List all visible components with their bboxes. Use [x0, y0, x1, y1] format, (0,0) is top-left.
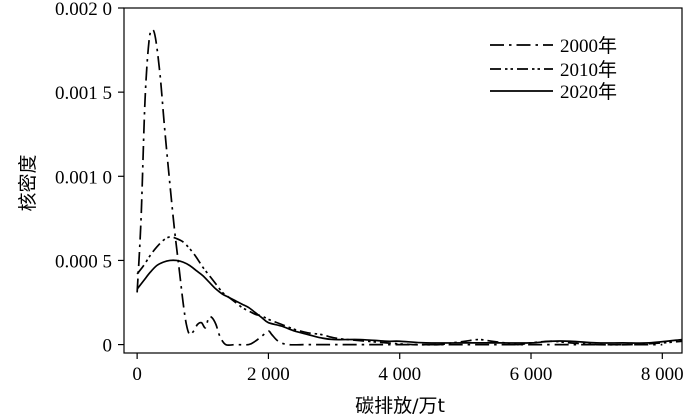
- y-tick-label: 0.002 0: [55, 0, 112, 20]
- y-tick-label: 0.001 0: [55, 167, 112, 188]
- x-tick-label: 8 000: [641, 364, 684, 385]
- y-axis-ticks: 0 0.000 5 0.001 0 0.001 5 0.002 0: [55, 0, 124, 357]
- series-line-3: [136, 259, 683, 344]
- x-axis-title: 碳排放/万t: [355, 395, 445, 417]
- plot-frame: [123, 7, 683, 354]
- legend-label-1: 2000年: [560, 35, 617, 57]
- legend-label-3: 2020年: [560, 81, 617, 103]
- y-axis-title: 核密度: [17, 154, 39, 211]
- x-tick-label: 4 000: [378, 364, 421, 385]
- x-tick-label: 2 000: [247, 364, 290, 385]
- y-tick-label: 0.000 5: [55, 251, 112, 272]
- legend-label-2: 2010年: [560, 59, 617, 81]
- x-tick-label: 6 000: [510, 364, 553, 385]
- series-line-2: [136, 235, 683, 346]
- y-tick-label: 0.001 5: [55, 83, 112, 104]
- series-line-1: [136, 28, 663, 347]
- y-tick-label: 0: [103, 336, 113, 357]
- x-axis-ticks: 0 2 000 4 000 6 000 8 000: [132, 353, 684, 385]
- series-layer: [136, 28, 683, 347]
- x-tick-label: 0: [132, 364, 142, 385]
